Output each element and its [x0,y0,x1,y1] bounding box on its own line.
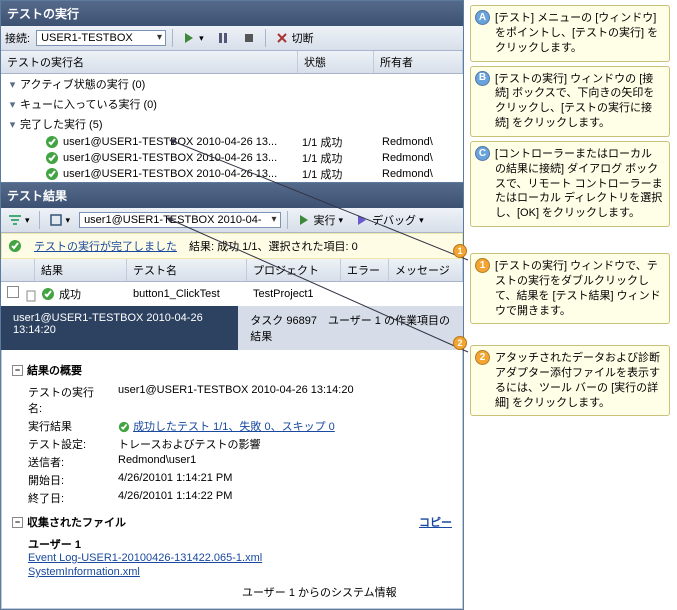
results-columns: 結果 テスト名 プロジェクト エラー メッセージ [1,259,463,282]
col-name[interactable]: テストの実行名 [1,51,298,73]
run-row[interactable]: user1@USER1-TESTBOX 2010-04-26 13... 1/1… [1,150,463,166]
success-icon [8,239,22,253]
run-button[interactable]: 実行▾ [294,211,347,229]
col-error[interactable]: エラー [341,259,389,281]
success-icon [41,287,55,301]
run-select-combo[interactable]: user1@USER1-TESTBOX 2010-04- [79,212,280,228]
filter-button[interactable]: ▾ [5,212,33,228]
tab-run-detail[interactable]: user1@USER1-TESTBOX 2010-04-26 13:14:20 [1,306,238,350]
result-link[interactable]: 成功したテスト 1/1、失敗 0、スキップ 0 [133,421,335,433]
status-text: 結果: 成功 1/1、選択された項目: 0 [189,238,358,254]
results-title: テスト結果 [1,183,463,208]
result-row[interactable]: 成功 button1_ClickTest TestProject1 [1,282,463,306]
pause-button[interactable] [213,30,233,46]
success-icon [118,421,130,433]
summary-header: 結果の概要 [27,362,82,378]
file-link[interactable]: Event Log-USER1-20100426-131422.065-1.xm… [28,552,452,564]
callout-1: 1[テストの実行] ウィンドウで、テストの実行をダブルクリックして、結果を [テ… [470,253,670,324]
group-active[interactable]: ▾アクティブ状態の実行 (0) [1,74,463,94]
badge-B: B [475,71,490,86]
col-test[interactable]: テスト名 [127,259,247,281]
row-checkbox[interactable] [7,286,19,298]
col-msg[interactable]: メッセージ [389,259,463,281]
collapse-toggle[interactable]: − [12,365,23,376]
badge-1: 1 [475,258,490,273]
col-result[interactable]: 結果 [35,259,127,281]
badge-2: 2 [475,350,490,365]
run-row[interactable]: user1@USER1-TESTBOX 2010-04-26 13... 1/1… [1,166,463,182]
success-icon [45,151,59,165]
copy-link[interactable]: コピー [419,514,452,530]
detail-tabs: user1@USER1-TESTBOX 2010-04-26 13:14:20 … [1,306,463,350]
separator [265,29,266,47]
group-queued[interactable]: ▾キューに入っている実行 (0) [1,94,463,114]
run-toolbar: 接続: USER1-TESTBOX ▾ 切断 [1,26,463,51]
status-link[interactable]: テストの実行が完了しました [34,238,177,254]
collapse-toggle[interactable]: − [12,517,23,528]
group-done[interactable]: ▾完了した実行 (5) [1,114,463,134]
badge-C: C [475,146,490,161]
sysinfo-label: ユーザー 1 からのシステム情報 [242,584,452,600]
doc-icon [25,290,37,302]
col-project[interactable]: プロジェクト [247,259,341,281]
marker-1: 1 [453,244,467,258]
callout-2: 2アタッチされたデータおよび診断アダプター添付ファイルを表示するには、ツール バ… [470,345,670,416]
debug-button[interactable]: デバッグ▾ [352,211,427,229]
separator [172,29,173,47]
run-row[interactable]: user1@USER1-TESTBOX 2010-04-26 13... 1/1… [1,134,463,150]
detail-pane: −結果の概要 テストの実行名:user1@USER1-TESTBOX 2010-… [1,350,463,609]
marker-2: 2 [453,336,467,350]
callout-B: B[テストの実行] ウィンドウの [接続] ボックスで、下向きの矢印をクリックし… [470,66,670,137]
disconnect-button[interactable]: 切断 [272,29,317,47]
status-bar: テストの実行が完了しました 結果: 成功 1/1、選択された項目: 0 [1,233,463,259]
stop-button[interactable] [239,30,259,46]
tab-task[interactable]: タスク 96897 ユーザー 1 の作業項目の結果 [238,306,463,350]
view-button[interactable]: ▾ [46,212,74,228]
success-icon [45,167,59,181]
results-toolbar: ▾ ▾ user1@USER1-TESTBOX 2010-04- 実行▾ デバッ… [1,208,463,233]
callout-A: A[テスト] メニューの [ウィンドウ] をポイントし、[テストの実行] をクリ… [470,5,670,62]
col-owner[interactable]: 所有者 [374,51,463,73]
connect-combo[interactable]: USER1-TESTBOX [36,30,166,46]
col-status[interactable]: 状態 [298,51,374,73]
files-header: 収集されたファイル [27,514,126,530]
callout-C: C[コントローラーまたはローカルの結果に接続] ダイアログ ボックスで、リモート… [470,141,670,227]
play-button[interactable]: ▾ [179,30,207,46]
connect-label: 接続: [5,30,30,46]
file-link[interactable]: SystemInformation.xml [28,566,452,578]
run-columns: テストの実行名 状態 所有者 [1,51,463,74]
run-panel-title: テストの実行 [1,1,463,26]
user-label: ユーザー 1 [28,536,452,552]
badge-A: A [475,10,490,25]
success-icon [45,135,59,149]
